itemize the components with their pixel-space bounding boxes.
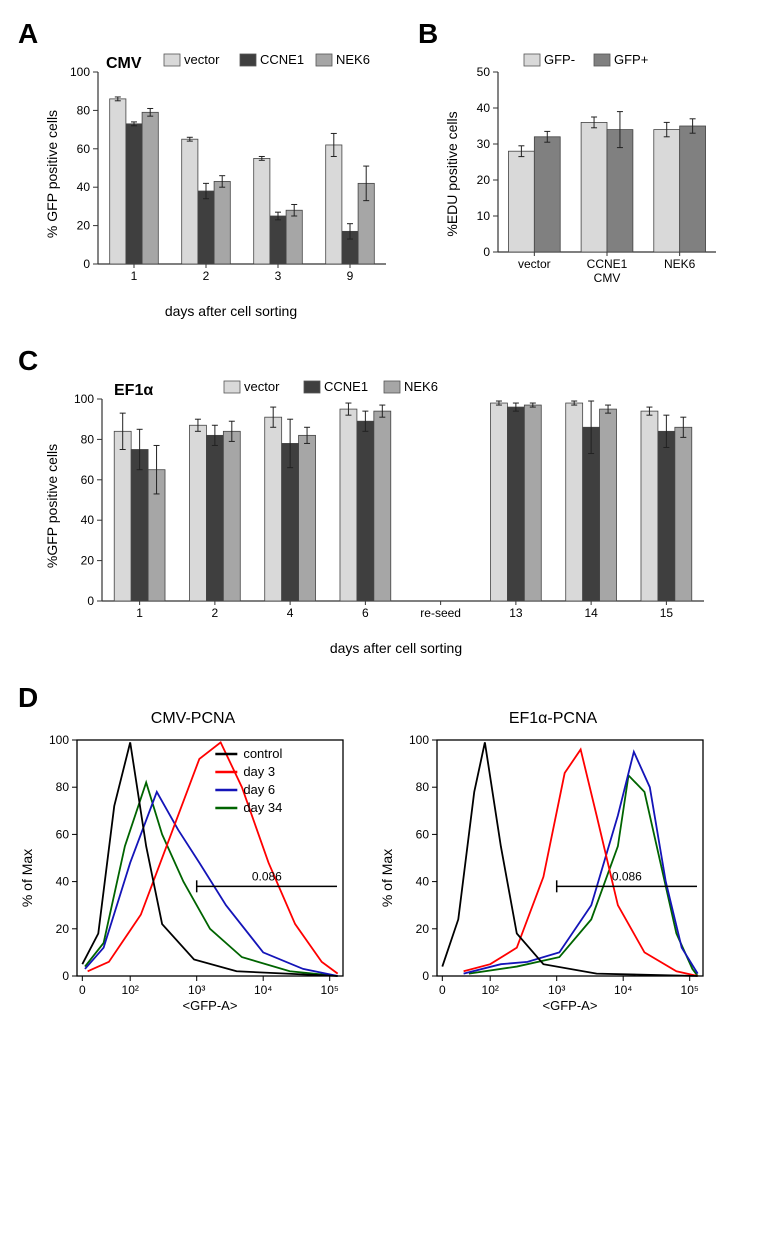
- svg-text:50: 50: [477, 65, 491, 79]
- panel-c-chart: 0 20 40 60 80 100 1 2 4 6 re-seed 13 14 15 vector CCNE1…: [54, 373, 738, 638]
- panel-d-left-ylabel: % of Max: [19, 848, 35, 906]
- panel-b-chart: 01020304050vectorCCNE1CMVNEK6GFP-GFP+ %E…: [454, 46, 738, 301]
- svg-text:10⁴: 10⁴: [254, 983, 273, 997]
- svg-text:0: 0: [483, 245, 490, 259]
- svg-text:100: 100: [74, 392, 94, 406]
- svg-text:20: 20: [477, 173, 491, 187]
- svg-text:20: 20: [81, 554, 95, 568]
- svg-text:80: 80: [56, 780, 70, 794]
- svg-text:0.086: 0.086: [252, 869, 282, 883]
- svg-text:40: 40: [56, 875, 70, 889]
- svg-text:15: 15: [660, 606, 674, 620]
- svg-text:0: 0: [422, 969, 429, 983]
- panel-d: D CMV-PCNA 020406080100010²10³10⁴10⁵<GFP…: [18, 682, 738, 1025]
- svg-text:1: 1: [136, 606, 143, 620]
- panel-c: C 0204060801001246re-seed131415vectorCCN…: [18, 345, 738, 656]
- svg-text:<GFP-A>: <GFP-A>: [543, 998, 598, 1013]
- svg-text:EF1α: EF1α: [114, 382, 153, 399]
- panel-b-ylabel: %EDU positive cells: [444, 111, 460, 236]
- svg-text:80: 80: [416, 780, 430, 794]
- svg-text:9: 9: [347, 269, 354, 283]
- svg-text:3: 3: [275, 269, 282, 283]
- panel-c-ylabel: %GFP positive cells: [44, 443, 60, 567]
- svg-text:20: 20: [77, 219, 91, 233]
- svg-text:100: 100: [70, 65, 90, 79]
- svg-text:GFP+: GFP+: [614, 52, 648, 67]
- svg-text:NEK6: NEK6: [664, 257, 696, 271]
- svg-text:vector: vector: [518, 257, 551, 271]
- svg-text:80: 80: [81, 432, 95, 446]
- svg-text:CMV: CMV: [106, 55, 142, 72]
- panel-a-ylabel: % GFP positive cells: [44, 109, 60, 237]
- svg-text:CCNE1: CCNE1: [587, 257, 628, 271]
- svg-text:GFP-: GFP-: [544, 52, 575, 67]
- panel-c-xlabel: days after cell sorting: [54, 640, 738, 656]
- svg-text:14: 14: [584, 606, 598, 620]
- svg-text:40: 40: [77, 180, 91, 194]
- svg-text:30: 30: [477, 137, 491, 151]
- panel-b: B 01020304050vectorCCNE1CMVNEK6GFP-GFP+ …: [418, 18, 738, 319]
- panel-a: A 0204060801001239vectorCCNE1NEK6CMV % G…: [18, 18, 408, 319]
- svg-text:40: 40: [416, 875, 430, 889]
- svg-text:60: 60: [416, 827, 430, 841]
- svg-text:100: 100: [409, 733, 429, 747]
- svg-text:CCNE1: CCNE1: [324, 379, 368, 394]
- svg-text:CMV: CMV: [594, 271, 621, 285]
- svg-text:0: 0: [62, 969, 69, 983]
- svg-text:2: 2: [212, 606, 219, 620]
- panel-a-xlabel: days after cell sorting: [54, 303, 408, 319]
- svg-text:100: 100: [49, 733, 69, 747]
- svg-text:10³: 10³: [188, 983, 205, 997]
- svg-text:60: 60: [77, 142, 91, 156]
- svg-text:0: 0: [87, 594, 94, 608]
- svg-text:0.086: 0.086: [612, 869, 642, 883]
- svg-text:40: 40: [81, 513, 95, 527]
- svg-text:control: control: [243, 746, 282, 761]
- svg-text:80: 80: [77, 103, 91, 117]
- svg-text:40: 40: [477, 101, 491, 115]
- svg-text:CCNE1: CCNE1: [260, 52, 304, 67]
- svg-text:vector: vector: [184, 52, 220, 67]
- svg-text:20: 20: [416, 922, 430, 936]
- svg-text:vector: vector: [244, 379, 280, 394]
- svg-text:re-seed: re-seed: [420, 606, 461, 620]
- svg-text:6: 6: [362, 606, 369, 620]
- svg-text:10⁵: 10⁵: [321, 983, 339, 997]
- svg-text:NEK6: NEK6: [404, 379, 438, 394]
- svg-text:10²: 10²: [122, 983, 139, 997]
- panel-d-left-title: CMV-PCNA: [33, 710, 353, 728]
- svg-text:10⁵: 10⁵: [681, 983, 699, 997]
- panel-d-right: EF1α-PCNA 0 20 40 60 80 100 0 10² 10³ 10⁴ 10⁵ <GFP-…: [393, 710, 713, 1025]
- svg-text:NEK6: NEK6: [336, 52, 370, 67]
- panel-a-chart: 0204060801001239vectorCCNE1NEK6CMV % GFP…: [54, 46, 408, 301]
- svg-text:60: 60: [81, 473, 95, 487]
- svg-text:10³: 10³: [548, 983, 565, 997]
- svg-text:day 6: day 6: [243, 782, 275, 797]
- svg-text:0: 0: [79, 983, 86, 997]
- svg-text:13: 13: [509, 606, 523, 620]
- svg-text:0: 0: [439, 983, 446, 997]
- panel-d-left: CMV-PCNA 0 20 40 60 80 100 0 10² 10³ 10⁴ 10⁵ <GFP-A…: [33, 710, 353, 1025]
- svg-text:10⁴: 10⁴: [614, 983, 633, 997]
- panel-d-right-ylabel: % of Max: [379, 848, 395, 906]
- svg-text:day 3: day 3: [243, 764, 275, 779]
- svg-text:0: 0: [83, 257, 90, 271]
- svg-text:10²: 10²: [482, 983, 499, 997]
- svg-text:4: 4: [287, 606, 294, 620]
- svg-text:2: 2: [203, 269, 210, 283]
- svg-text:60: 60: [56, 827, 70, 841]
- panel-d-right-title: EF1α-PCNA: [393, 710, 713, 728]
- svg-text:10: 10: [477, 209, 491, 223]
- svg-text:20: 20: [56, 922, 70, 936]
- svg-text:1: 1: [131, 269, 138, 283]
- svg-text:<GFP-A>: <GFP-A>: [183, 998, 238, 1013]
- svg-text:day 34: day 34: [243, 800, 282, 815]
